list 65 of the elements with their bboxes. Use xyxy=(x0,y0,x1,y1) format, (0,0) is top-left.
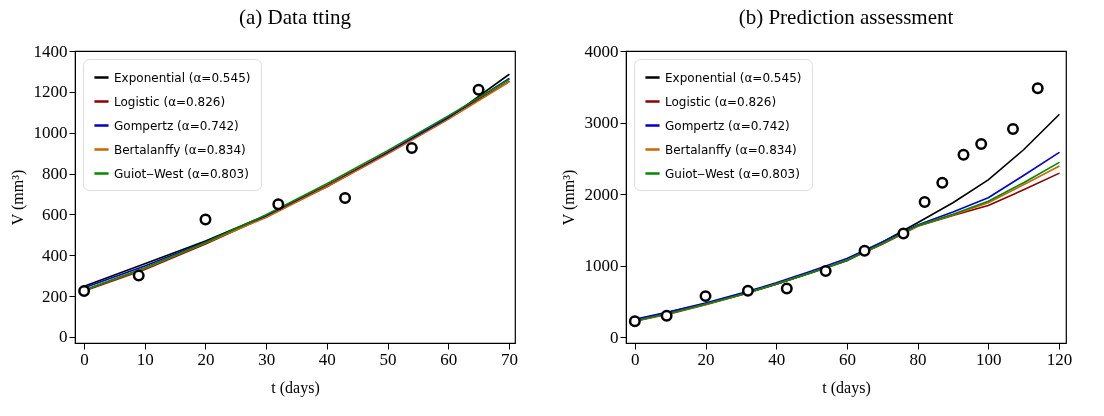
x-tick-label: 20 xyxy=(697,349,715,369)
y-tick-label: 1000 xyxy=(33,123,68,143)
legend-label: Logistic (α=0.826) xyxy=(114,94,226,109)
legend-label: Exponential (α=0.545) xyxy=(665,70,802,85)
y-tick-label: 0 xyxy=(610,327,619,347)
point xyxy=(780,282,793,295)
point xyxy=(918,196,931,208)
y-tick-label: 0 xyxy=(59,327,68,347)
x-tick-label: 0 xyxy=(631,349,640,369)
point xyxy=(660,309,673,322)
x-tick-label: 60 xyxy=(440,349,458,369)
point xyxy=(897,227,910,240)
point xyxy=(741,284,754,297)
legend-label: Bertalanffy (α=0.834) xyxy=(114,142,246,157)
y-tick-label: 800 xyxy=(42,164,68,184)
x-axis-title: t (days) xyxy=(822,378,871,397)
point xyxy=(1031,82,1044,95)
point xyxy=(957,148,970,161)
y-axis-title: V (mm³) xyxy=(559,169,578,226)
y-tick-label: 1400 xyxy=(33,41,68,61)
point xyxy=(699,290,712,303)
x-tick-label: 10 xyxy=(136,349,154,369)
x-tick-label: 80 xyxy=(909,349,927,369)
x-tick-label: 0 xyxy=(80,349,89,369)
legend-label: Guiot‒West (α=0.803) xyxy=(114,166,249,181)
point xyxy=(405,142,418,154)
point xyxy=(858,244,871,257)
point xyxy=(78,284,91,297)
x-tick-label: 40 xyxy=(318,349,336,369)
x-tick-label: 50 xyxy=(379,349,397,369)
legend-label: Gompertz (α=0.742) xyxy=(665,118,790,133)
chart-title: (a) Data tting xyxy=(239,5,352,29)
point xyxy=(339,192,352,204)
y-tick-label: 600 xyxy=(42,204,68,224)
y-tick-label: 1000 xyxy=(584,256,619,276)
x-tick-label: 120 xyxy=(1046,349,1073,369)
point xyxy=(1006,123,1019,135)
x-axis-title: t (days) xyxy=(271,378,320,397)
y-tick-label: 2000 xyxy=(584,184,619,204)
legend-label: Bertalanffy (α=0.834) xyxy=(665,142,797,157)
x-tick-label: 30 xyxy=(258,349,276,369)
y-tick-label: 3000 xyxy=(584,113,619,133)
x-tick-label: 70 xyxy=(500,349,518,369)
y-tick-label: 4000 xyxy=(584,41,619,61)
point xyxy=(628,315,641,328)
point xyxy=(936,176,949,189)
legend-label: Exponential (α=0.545) xyxy=(114,70,251,85)
point xyxy=(472,83,485,96)
y-axis-title: V (mm³) xyxy=(8,169,27,226)
point xyxy=(199,213,212,226)
x-tick-label: 40 xyxy=(768,349,786,369)
y-tick-label: 400 xyxy=(42,245,68,265)
chart-title: (b) Prediction assessment xyxy=(738,5,954,29)
y-tick-label: 1200 xyxy=(33,82,68,102)
point xyxy=(272,198,285,211)
x-tick-label: 20 xyxy=(197,349,215,369)
y-tick-label: 200 xyxy=(42,286,68,306)
x-tick-label: 100 xyxy=(976,349,1002,369)
legend-label: Guiot‒West (α=0.803) xyxy=(665,166,800,181)
x-tick-label: 60 xyxy=(838,349,856,369)
point xyxy=(819,265,832,278)
legend-label: Logistic (α=0.826) xyxy=(665,94,777,109)
point xyxy=(975,138,988,151)
legend-label: Gompertz (α=0.742) xyxy=(114,118,239,133)
point xyxy=(132,269,145,282)
